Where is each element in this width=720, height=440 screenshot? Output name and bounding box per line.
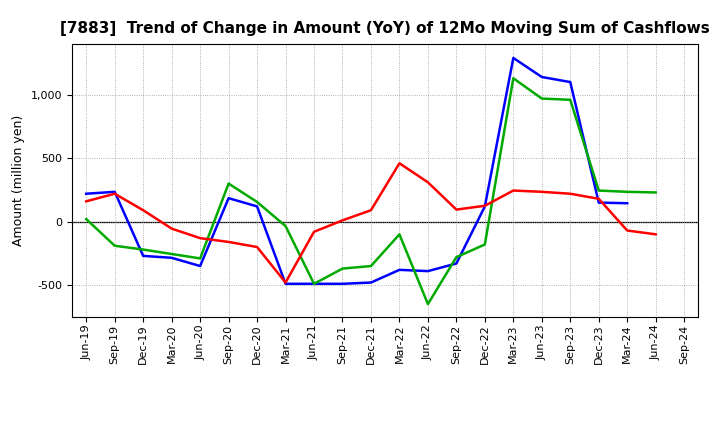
Operating Cashflow: [595, 196, 603, 202]
Legend: Free Cashflow, Investing Cashflow, Operating Cashflow: Free Cashflow, Investing Cashflow, Opera…: [135, 438, 635, 440]
Free Cashflow: [537, 74, 546, 80]
Investing Cashflow: [196, 256, 204, 261]
Operating Cashflow: [110, 191, 119, 196]
Title: [7883]  Trend of Change in Amount (YoY) of 12Mo Moving Sum of Cashflows: [7883] Trend of Change in Amount (YoY) o…: [60, 21, 710, 36]
Free Cashflow: [338, 281, 347, 286]
Operating Cashflow: [167, 226, 176, 231]
Free Cashflow: [509, 55, 518, 61]
Free Cashflow: [139, 253, 148, 259]
Investing Cashflow: [225, 181, 233, 186]
Operating Cashflow: [395, 161, 404, 166]
Operating Cashflow: [537, 189, 546, 194]
Investing Cashflow: [480, 242, 489, 247]
Operating Cashflow: [423, 180, 432, 185]
Free Cashflow: [196, 264, 204, 269]
Free Cashflow: [167, 255, 176, 260]
Free Cashflow: [310, 281, 318, 286]
Operating Cashflow: [566, 191, 575, 196]
Investing Cashflow: [253, 199, 261, 205]
Free Cashflow: [423, 268, 432, 274]
Free Cashflow: [253, 204, 261, 209]
Investing Cashflow: [310, 281, 318, 286]
Free Cashflow: [82, 191, 91, 196]
Operating Cashflow: [282, 280, 290, 285]
Operating Cashflow: [366, 208, 375, 213]
Investing Cashflow: [509, 76, 518, 81]
Investing Cashflow: [566, 97, 575, 103]
Operating Cashflow: [452, 207, 461, 212]
Line: Investing Cashflow: Investing Cashflow: [86, 78, 656, 304]
Investing Cashflow: [139, 247, 148, 252]
Free Cashflow: [366, 280, 375, 285]
Operating Cashflow: [480, 203, 489, 209]
Free Cashflow: [480, 204, 489, 209]
Free Cashflow: [395, 267, 404, 272]
Operating Cashflow: [139, 208, 148, 213]
Operating Cashflow: [509, 188, 518, 193]
Investing Cashflow: [652, 190, 660, 195]
Operating Cashflow: [225, 239, 233, 245]
Operating Cashflow: [623, 228, 631, 233]
Investing Cashflow: [82, 216, 91, 222]
Operating Cashflow: [253, 244, 261, 249]
Investing Cashflow: [167, 251, 176, 257]
Investing Cashflow: [452, 254, 461, 260]
Operating Cashflow: [652, 232, 660, 237]
Investing Cashflow: [623, 189, 631, 194]
Free Cashflow: [595, 200, 603, 205]
Investing Cashflow: [595, 188, 603, 193]
Operating Cashflow: [310, 229, 318, 235]
Y-axis label: Amount (million yen): Amount (million yen): [12, 115, 25, 246]
Investing Cashflow: [338, 266, 347, 271]
Investing Cashflow: [282, 224, 290, 229]
Operating Cashflow: [82, 199, 91, 204]
Free Cashflow: [225, 195, 233, 201]
Investing Cashflow: [537, 96, 546, 101]
Operating Cashflow: [338, 218, 347, 223]
Line: Operating Cashflow: Operating Cashflow: [86, 163, 656, 282]
Operating Cashflow: [196, 235, 204, 241]
Free Cashflow: [452, 261, 461, 266]
Investing Cashflow: [423, 301, 432, 307]
Investing Cashflow: [395, 232, 404, 237]
Free Cashflow: [110, 189, 119, 194]
Free Cashflow: [623, 201, 631, 206]
Free Cashflow: [566, 80, 575, 85]
Investing Cashflow: [366, 264, 375, 269]
Line: Free Cashflow: Free Cashflow: [86, 58, 627, 284]
Free Cashflow: [282, 281, 290, 286]
Investing Cashflow: [110, 243, 119, 249]
